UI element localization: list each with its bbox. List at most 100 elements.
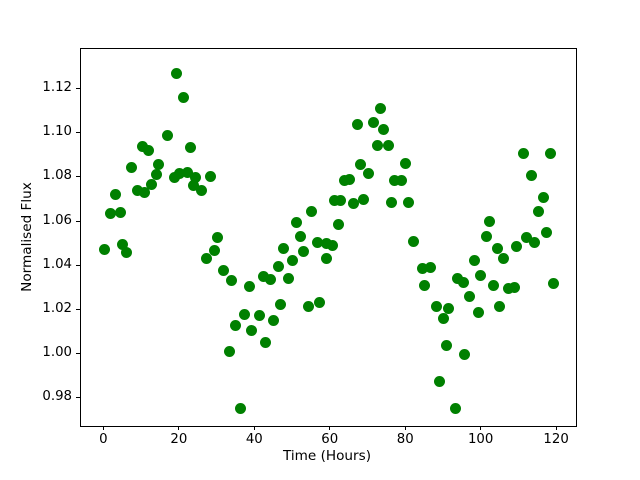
data-point — [283, 272, 295, 284]
data-point — [382, 140, 394, 152]
data-point — [312, 236, 324, 248]
data-point — [258, 271, 270, 283]
data-point — [372, 140, 384, 152]
data-point — [407, 236, 419, 248]
data-point — [224, 345, 236, 357]
data-point — [474, 269, 486, 281]
data-point — [358, 193, 370, 205]
data-point — [185, 142, 197, 154]
data-point — [321, 252, 333, 264]
data-point — [298, 246, 310, 258]
data-point — [291, 216, 303, 228]
data-point — [508, 281, 520, 293]
data-point — [313, 297, 325, 309]
data-point — [294, 231, 306, 243]
y-tick-label: 0.98 — [42, 389, 72, 405]
data-point — [245, 325, 257, 337]
data-point — [449, 402, 461, 414]
data-point — [375, 103, 387, 115]
data-point — [434, 375, 446, 387]
x-tick — [480, 426, 482, 430]
x-tick — [178, 426, 180, 430]
data-point — [352, 119, 364, 131]
data-point — [116, 238, 128, 250]
x-tick — [404, 426, 406, 430]
data-point — [483, 216, 495, 228]
data-point — [473, 306, 485, 318]
data-point — [481, 231, 493, 243]
data-point — [187, 180, 199, 192]
y-tick-label: 1.06 — [42, 212, 72, 228]
data-point — [259, 337, 271, 349]
y-tick-label: 1.02 — [42, 300, 72, 316]
data-point — [488, 280, 500, 292]
data-point — [151, 168, 163, 180]
data-point — [532, 206, 544, 218]
data-point — [493, 300, 505, 312]
data-point — [306, 206, 318, 218]
x-tick-label: 100 — [467, 432, 494, 447]
data-point — [162, 129, 174, 141]
data-point — [389, 174, 401, 186]
data-point — [416, 263, 428, 275]
data-point — [212, 232, 224, 244]
data-point — [272, 260, 284, 272]
data-point — [132, 184, 144, 196]
data-point — [264, 274, 276, 286]
data-point — [326, 239, 338, 251]
y-tick-label: 1.12 — [42, 79, 72, 95]
data-point — [430, 300, 442, 312]
y-tick — [76, 397, 80, 399]
data-point — [104, 208, 116, 220]
data-point — [170, 68, 182, 80]
data-point — [452, 272, 464, 284]
data-point — [395, 174, 407, 186]
y-tick-label: 1.00 — [42, 345, 72, 361]
x-tick — [329, 426, 331, 430]
data-point — [244, 280, 256, 292]
data-point — [437, 313, 449, 325]
x-tick-label: 40 — [245, 432, 263, 447]
data-point — [217, 265, 229, 277]
data-point — [459, 349, 471, 361]
data-point — [464, 291, 476, 303]
x-tick — [102, 426, 104, 430]
data-point — [544, 147, 556, 159]
y-tick — [76, 176, 80, 178]
data-point — [502, 283, 514, 295]
data-point — [547, 277, 559, 289]
data-point — [136, 140, 148, 152]
x-tick-label: 120 — [543, 432, 569, 447]
data-point — [399, 158, 411, 170]
data-point — [229, 319, 241, 331]
data-point — [378, 124, 390, 136]
x-tick-label: 0 — [99, 432, 108, 447]
data-point — [525, 170, 537, 182]
data-point — [125, 161, 137, 173]
y-tick — [76, 308, 80, 310]
data-point — [190, 171, 202, 183]
data-point — [121, 247, 133, 259]
data-point — [386, 197, 397, 209]
data-point — [204, 170, 216, 182]
data-point — [347, 197, 359, 209]
x-tick-label: 80 — [396, 432, 414, 447]
y-tick — [76, 264, 80, 266]
data-point — [275, 299, 287, 311]
plot-area — [80, 48, 577, 427]
x-tick — [253, 426, 255, 430]
data-point — [537, 192, 549, 204]
y-tick — [76, 132, 80, 134]
data-point — [335, 195, 347, 207]
y-tick-label: 1.04 — [42, 256, 72, 272]
data-point — [139, 187, 151, 199]
y-tick-label: 1.10 — [42, 124, 72, 140]
data-point — [209, 245, 221, 257]
data-point — [469, 254, 480, 266]
data-point — [143, 145, 155, 157]
data-point — [498, 252, 510, 264]
data-point — [521, 232, 533, 244]
data-point — [195, 184, 207, 196]
y-tick — [76, 87, 80, 89]
